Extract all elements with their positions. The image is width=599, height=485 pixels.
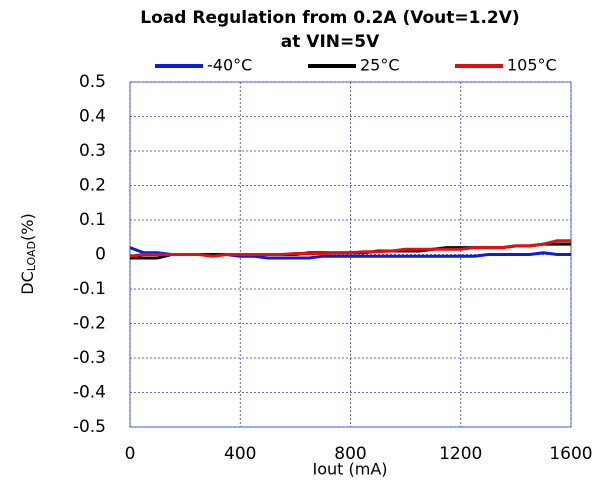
legend-label: -40°C [207,56,252,75]
y-tick-label: -0.2 [73,314,106,334]
y-tick-label: 0.3 [79,141,106,161]
y-tick-label: 0 [95,245,106,265]
x-tick-label: 1600 [549,444,592,464]
x-tick-label: 800 [334,444,366,464]
y-tick-label: -0.5 [73,417,106,437]
y-tick-label: -0.1 [73,279,106,299]
x-tick-label: 0 [125,444,136,464]
y-label-unit: (%) [18,213,37,241]
y-tick-label: 0.2 [79,176,106,196]
y-tick-label: 0.1 [79,210,106,230]
y-axis-label: DCLOAD(%) [18,213,39,294]
legend-label: 105°C [507,56,557,75]
y-tick-label: -0.3 [73,348,106,368]
x-tick-label: 1200 [439,444,482,464]
x-axis-label: Iout (mA) [312,460,387,479]
y-tick-label: -0.4 [73,383,106,403]
chart-title: Load Regulation from 0.2A (Vout=1.2V) [140,8,519,28]
y-label-sub: LOAD [25,241,38,271]
series-line [129,239,571,258]
x-tick-label: 400 [224,444,256,464]
y-tick-label: 0.5 [79,72,106,92]
chart-subtitle: at VIN=5V [281,32,380,52]
y-tick-label: 0.4 [79,107,106,127]
legend-label: 25°C [360,56,400,75]
y-label-main: DC [18,271,37,295]
